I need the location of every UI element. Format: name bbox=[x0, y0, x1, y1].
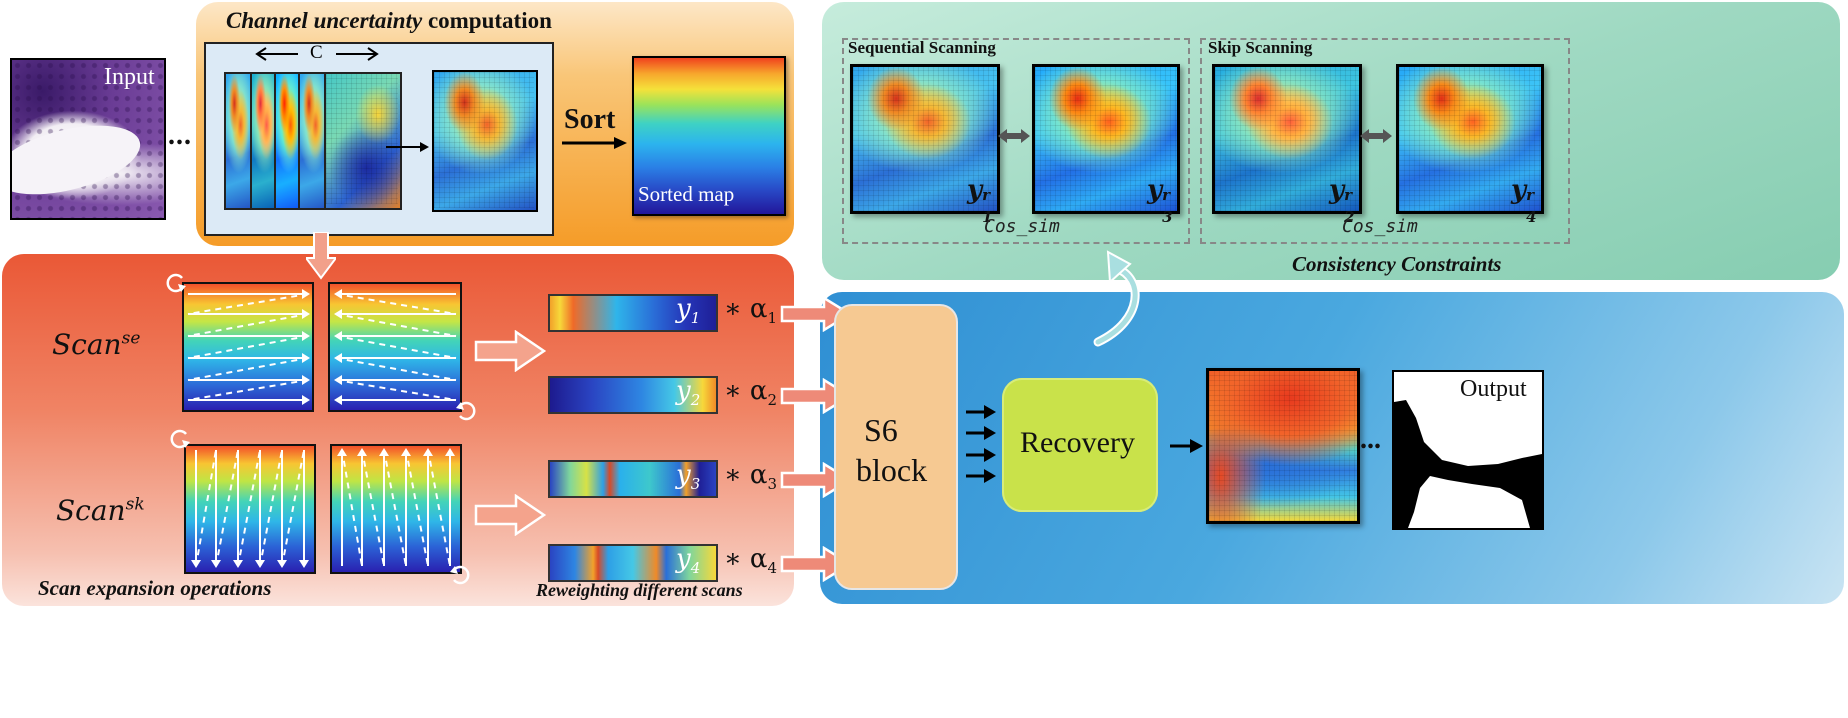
se-to-bars-arrow bbox=[474, 330, 546, 372]
uncertainty-title-italic: Channel uncertainty bbox=[226, 8, 423, 33]
output-ellipsis: ... bbox=[1360, 424, 1381, 455]
scan-bar-y1: y1 bbox=[548, 294, 718, 332]
sort-arrow bbox=[562, 136, 628, 150]
reweight-footer: Reweighting different scans bbox=[536, 580, 743, 600]
seq-compare-arrow bbox=[998, 128, 1030, 144]
skip-scan-map-2 bbox=[330, 444, 462, 574]
sorted-map: Sorted map bbox=[632, 56, 786, 216]
stack-to-map-arrow bbox=[386, 140, 430, 154]
map-texture bbox=[853, 67, 997, 211]
scan-sk-label: Scansk bbox=[56, 494, 145, 527]
seq-scan-rotate-icon-1 bbox=[164, 272, 186, 294]
s6-block: S6 block bbox=[834, 304, 958, 590]
prediction-texture bbox=[1209, 371, 1357, 521]
seq-scan-rotate-icon-2 bbox=[456, 400, 478, 422]
alpha-3: ∗ α3 bbox=[724, 460, 778, 494]
recovery-label: Recovery bbox=[1020, 426, 1135, 459]
scan-bar-y4: y4 bbox=[548, 544, 718, 582]
map-texture bbox=[1215, 67, 1359, 211]
seq-scan-map-1 bbox=[182, 282, 314, 412]
input-label: Input bbox=[104, 64, 155, 90]
skip-scan-rotate-icon-2 bbox=[450, 564, 472, 586]
skip-scan-map-1 bbox=[184, 444, 316, 574]
recovery-block: Recovery bbox=[1002, 378, 1158, 512]
alpha-4: ∗ α4 bbox=[724, 544, 778, 578]
uncertainty-map bbox=[432, 70, 538, 212]
s6-to-recovery-arrows bbox=[964, 400, 998, 490]
sort-label: Sort bbox=[564, 104, 616, 135]
channel-dimension-arrow: C bbox=[252, 42, 382, 66]
bar-y2-label: y2 bbox=[676, 376, 701, 410]
scan-bar-y2: y2 bbox=[548, 376, 718, 414]
uncertainty-title: Channel uncertainty computation bbox=[226, 8, 552, 34]
output-mask: Output bbox=[1392, 370, 1544, 530]
skip-cos-sim: Cos_sim bbox=[1342, 216, 1418, 237]
alpha-2: ∗ α2 bbox=[724, 376, 778, 410]
prediction-map bbox=[1206, 368, 1360, 524]
seq-scan-path-1 bbox=[187, 289, 310, 405]
input-image: Input bbox=[10, 58, 166, 220]
sequential-title: Sequential Scanning bbox=[848, 38, 996, 57]
channel-label: C bbox=[310, 42, 323, 63]
s6-line1: S6 bbox=[864, 412, 898, 448]
sk-to-bars-arrow bbox=[474, 494, 546, 536]
output-mask-shape bbox=[1394, 400, 1542, 528]
sequential-group bbox=[842, 38, 1190, 244]
bar-y4-label: y4 bbox=[676, 544, 701, 578]
skip-title: Skip Scanning bbox=[1208, 38, 1313, 57]
map-texture bbox=[1399, 67, 1541, 211]
bar-y3-label: y3 bbox=[676, 460, 701, 494]
alpha-1: ∗ α1 bbox=[724, 294, 778, 328]
output-label: Output bbox=[1460, 376, 1527, 402]
uncertainty-map-texture bbox=[434, 72, 534, 208]
seq-cos-sim: Cos_sim bbox=[984, 216, 1060, 237]
bar-y1-label: y1 bbox=[676, 294, 701, 328]
skip-scan-path-2 bbox=[337, 448, 455, 567]
uncertainty-title-rest: computation bbox=[422, 8, 552, 33]
uncertainty-to-scan-arrow bbox=[306, 232, 336, 280]
feedback-arrow bbox=[1086, 250, 1166, 350]
recovery-to-pred-arrow bbox=[1170, 438, 1204, 454]
skip-group bbox=[1200, 38, 1570, 244]
input-ellipsis: ... bbox=[168, 120, 192, 151]
sorted-map-label: Sorted map bbox=[638, 182, 735, 206]
map-texture bbox=[1035, 67, 1177, 211]
skip-compare-arrow bbox=[1360, 128, 1392, 144]
scan-bar-y3: y3 bbox=[548, 460, 718, 498]
consistency-footer: Consistency Constraints bbox=[1292, 252, 1502, 276]
channel-slice-5 bbox=[324, 72, 402, 210]
scan-se-label: Scanse bbox=[52, 328, 141, 361]
scan-footer: Scan expansion operations bbox=[38, 576, 272, 600]
channel-slice-texture bbox=[326, 74, 398, 204]
seq-scan-path-2 bbox=[334, 289, 457, 405]
seq-scan-map-2 bbox=[328, 282, 462, 412]
s6-line2: block bbox=[856, 452, 928, 488]
skip-scan-rotate-icon-1 bbox=[168, 428, 190, 450]
skip-scan-path-1 bbox=[191, 449, 309, 568]
